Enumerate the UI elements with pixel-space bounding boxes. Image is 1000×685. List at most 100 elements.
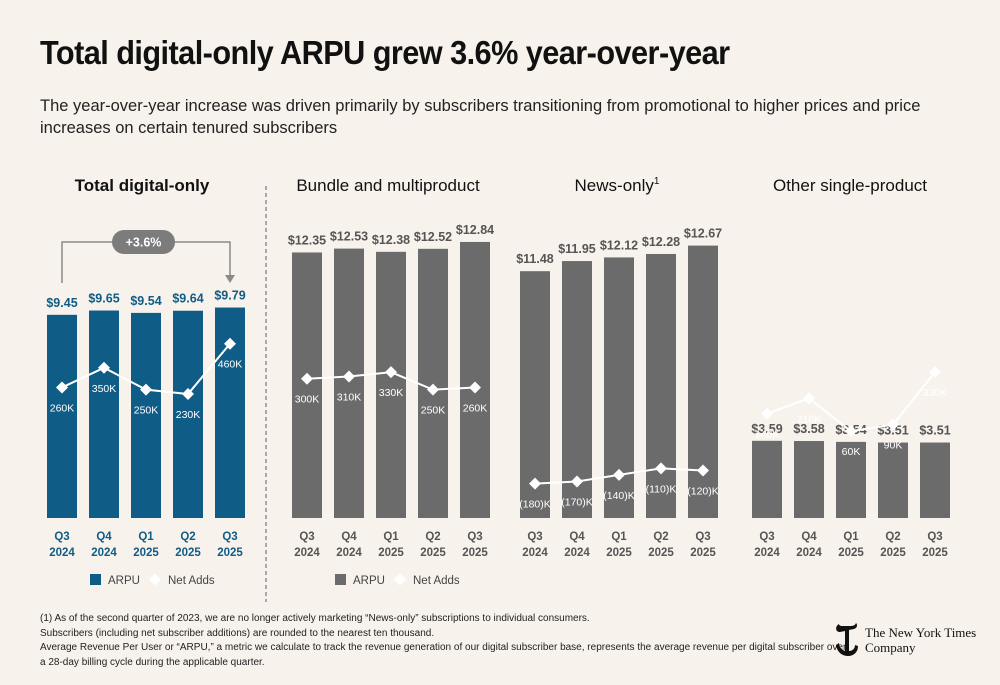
net-adds-point: [98, 361, 110, 374]
net-adds-point: [343, 370, 355, 383]
category-label-quarter: Q3: [54, 531, 69, 543]
arpu-bar: [688, 245, 718, 518]
category-label-quarter: Q3: [927, 531, 942, 543]
category-label-quarter: Q1: [138, 531, 154, 543]
net-adds-point: [887, 418, 899, 431]
arpu-bar: [292, 252, 322, 518]
page-subtitle: The year-over-year increase was driven p…: [40, 97, 921, 137]
category-label-year: 2024: [336, 547, 362, 559]
growth-badge-label: +3.6%: [126, 236, 162, 250]
arpu-bar: [89, 310, 119, 518]
category-label-year: 2025: [462, 547, 488, 559]
arpu-value-label: $9.64: [172, 292, 203, 306]
net-adds-label: 460K: [218, 359, 243, 371]
net-adds-point: [845, 425, 857, 438]
arpu-bar: [334, 248, 364, 519]
category-label-year: 2024: [796, 547, 822, 559]
brand-line-1: The New York Times: [865, 625, 977, 640]
category-label-quarter: Q4: [801, 531, 817, 543]
net-adds-point: [427, 383, 439, 396]
panel-title-1: Bundle and multiproduct: [296, 176, 480, 195]
arpu-value-label: $11.95: [558, 242, 596, 256]
category-label-quarter: Q2: [180, 531, 195, 543]
net-adds-label: 140K: [755, 429, 780, 441]
legend-net-adds-label: Net Adds: [413, 575, 460, 587]
arpu-value-label: $9.79: [214, 289, 245, 303]
growth-badge: [112, 230, 175, 254]
arpu-value-label: $12.84: [456, 223, 494, 237]
category-label-year: 2025: [378, 547, 404, 559]
arpu-value-label: $9.45: [46, 296, 77, 310]
arpu-bar: [418, 248, 448, 518]
arpu-bar: [562, 261, 592, 518]
category-label-year: 2025: [175, 547, 201, 559]
net-adds-label: 60K: [842, 446, 861, 458]
category-label-quarter: Q4: [96, 531, 112, 543]
arpu-bar: [376, 251, 406, 518]
category-label-year: 2024: [91, 547, 117, 559]
arpu-bar: [752, 440, 782, 518]
category-label-quarter: Q2: [653, 531, 668, 543]
arpu-bar: [794, 441, 824, 518]
net-adds-label: (110)K: [646, 483, 677, 495]
net-adds-label: 350K: [92, 383, 117, 395]
net-adds-label: 260K: [50, 402, 75, 414]
category-label-year: 2025: [838, 547, 864, 559]
footnote-4: a 28-day billing cycle during the applic…: [40, 656, 265, 668]
arpu-value-label: $12.38: [372, 233, 410, 247]
net-adds-label: 260K: [463, 402, 488, 414]
net-adds-point: [529, 477, 541, 490]
arpu-bar: [878, 442, 908, 518]
category-label-quarter: Q1: [383, 531, 399, 543]
net-adds-label: (140)K: [603, 490, 635, 502]
net-adds-label: 90K: [884, 440, 903, 452]
category-label-year: 2025: [648, 547, 674, 559]
legend-net-adds-label: Net Adds: [168, 575, 215, 587]
net-adds-label: 230K: [176, 409, 201, 421]
company-logo: The New York Times Company: [833, 620, 993, 660]
category-label-quarter: Q3: [695, 531, 710, 543]
category-label-year: 2025: [133, 547, 159, 559]
arpu-value-label: $3.51: [919, 424, 950, 438]
net-adds-point: [385, 366, 397, 379]
category-label-year: 2024: [754, 547, 780, 559]
arpu-value-label: $12.53: [330, 230, 368, 244]
legend-arpu-swatch: [335, 574, 346, 585]
category-label-year: 2025: [690, 547, 716, 559]
arpu-bar: [47, 314, 77, 518]
category-label-quarter: Q4: [569, 531, 585, 543]
panel-title-2: News-only1: [575, 176, 660, 195]
legend-arpu-label: ARPU: [353, 575, 385, 587]
nyt-t-logo-icon: [836, 623, 858, 656]
net-adds-label: 210K: [797, 413, 822, 425]
brand-line-2: Company: [865, 640, 916, 655]
category-label-quarter: Q3: [527, 531, 542, 543]
arpu-value-label: $3.58: [793, 422, 824, 436]
net-adds-point: [224, 337, 236, 350]
legend-arpu-swatch: [90, 574, 101, 585]
net-adds-label: (170)K: [561, 496, 593, 508]
net-adds-point: [613, 468, 625, 481]
arpu-bar: [646, 253, 676, 519]
category-label-year: 2025: [420, 547, 446, 559]
net-adds-point: [571, 475, 583, 488]
arpu-value-label: $9.54: [130, 294, 161, 308]
net-adds-point: [140, 383, 152, 396]
legend-arpu-label: ARPU: [108, 575, 140, 587]
panel-title-3: Other single-product: [773, 176, 927, 195]
arpu-bar: [920, 442, 950, 518]
arpu-bar: [520, 271, 550, 518]
net-adds-point: [182, 388, 194, 401]
arpu-value-label: $9.65: [88, 292, 119, 306]
net-adds-point: [803, 392, 815, 405]
net-adds-point: [301, 372, 313, 385]
footnote-3: Average Revenue Per User or “ARPU,” a me…: [40, 642, 847, 653]
arpu-value-label: $12.35: [288, 233, 326, 247]
arpu-value-label: $12.12: [600, 238, 638, 252]
footnote-2: Subscribers (including net subscriber ad…: [40, 627, 435, 639]
arpu-bar: [173, 310, 203, 518]
net-adds-label: 310K: [337, 392, 362, 404]
category-label-quarter: Q3: [222, 531, 237, 543]
net-adds-label: 250K: [421, 405, 446, 417]
category-label-quarter: Q1: [843, 531, 859, 543]
